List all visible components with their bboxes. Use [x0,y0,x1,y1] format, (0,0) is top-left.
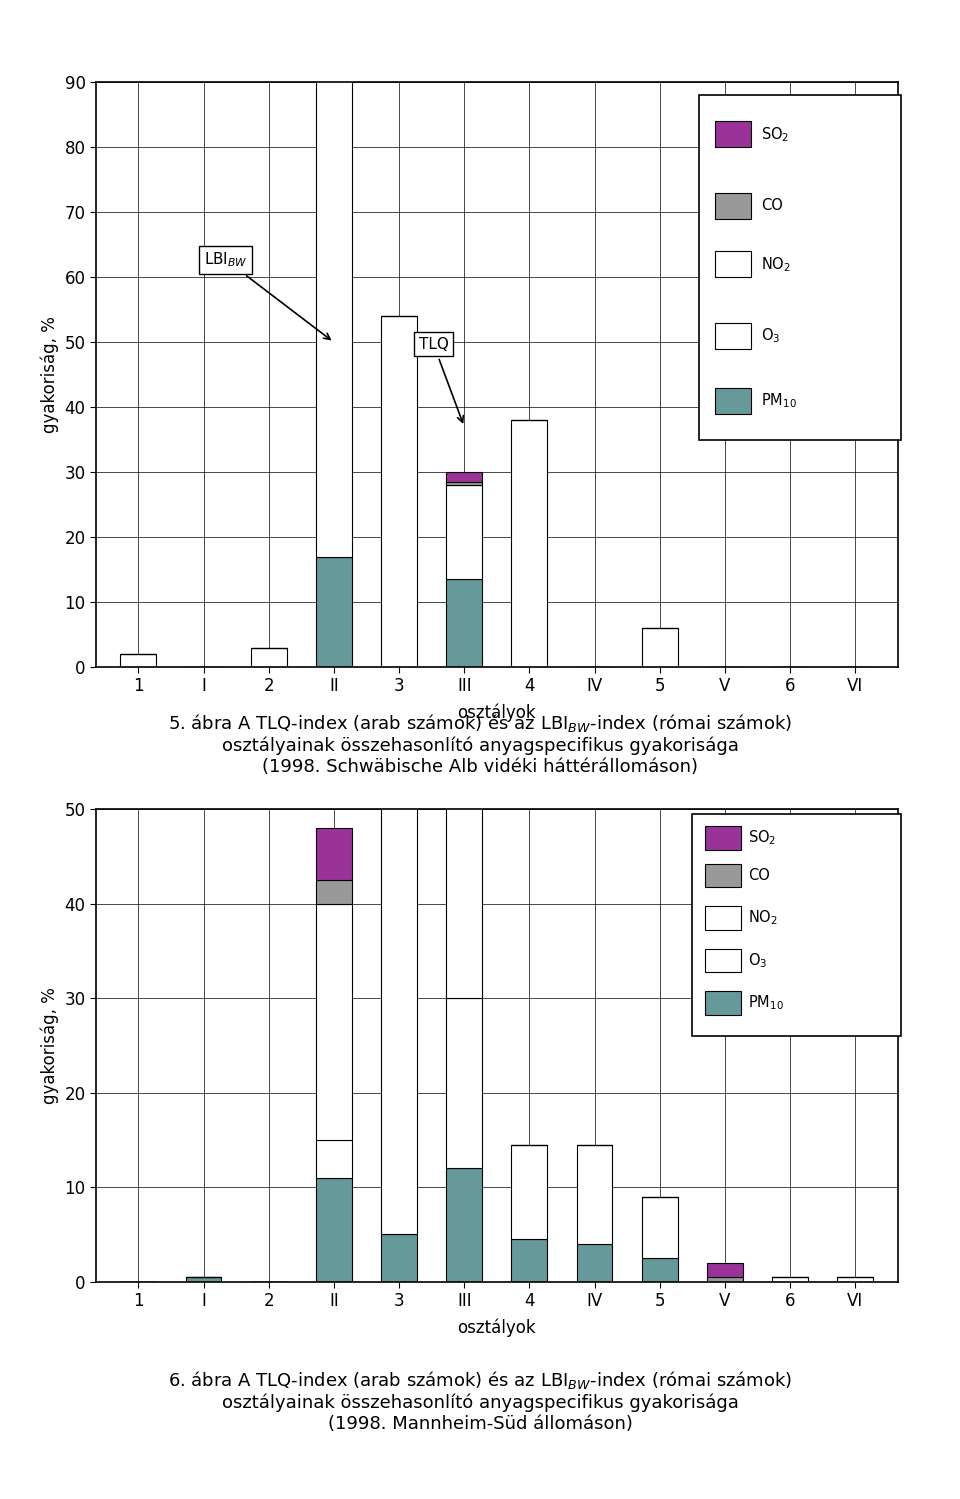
Bar [446,781,482,790]
Bar [446,472,482,483]
Bar [446,1168,482,1282]
Bar [316,829,351,880]
Bar [316,43,351,556]
Text: CO: CO [760,198,782,213]
Text: TLQ: TLQ [419,337,464,423]
Text: PM$_{10}$: PM$_{10}$ [760,391,797,411]
Bar [715,193,751,219]
Bar [185,1277,222,1282]
Bar [316,1178,351,1282]
Bar [642,628,678,667]
Bar [512,1240,547,1282]
Bar [316,1141,351,1178]
Bar [715,252,751,277]
Bar [577,1145,612,1244]
Text: NO$_2$: NO$_2$ [748,908,778,928]
Bar [642,1258,678,1282]
Bar [707,1262,743,1277]
Bar [706,949,741,973]
Bar [772,1277,808,1282]
Bar [512,1145,547,1240]
Text: SO$_2$: SO$_2$ [760,124,789,144]
Text: PM$_{10}$: PM$_{10}$ [748,994,783,1012]
Bar [715,388,751,414]
Bar [316,880,351,904]
X-axis label: osztályok: osztályok [458,1319,536,1337]
Text: LBI$_{BW}$: LBI$_{BW}$ [204,250,330,339]
Bar [706,991,741,1015]
Bar [512,420,547,667]
Y-axis label: gyakoriság, %: gyakoriság, % [40,316,59,433]
Bar [692,814,900,1036]
X-axis label: osztályok: osztályok [458,705,536,723]
Bar [316,904,351,1141]
Text: SO$_2$: SO$_2$ [748,829,776,847]
Bar [706,863,741,887]
Bar [642,1196,678,1258]
Bar [316,556,351,667]
Bar [251,648,287,667]
Bar [446,790,482,998]
Bar [446,739,482,781]
Text: 6. ábra A TLQ-index (arab számok) és az LBI$_{BW}$-index (római számok)
osztálya: 6. ábra A TLQ-index (arab számok) és az … [168,1369,792,1433]
Bar [715,322,751,349]
Bar [446,579,482,667]
Bar [706,907,741,929]
Bar [120,654,156,667]
Bar [316,18,351,34]
Y-axis label: gyakoriság, %: gyakoriság, % [40,988,59,1103]
Bar [381,772,417,1235]
Bar [316,34,351,43]
Text: NO$_2$: NO$_2$ [760,255,791,274]
Bar [837,1277,874,1282]
Text: O$_3$: O$_3$ [760,327,780,345]
Bar [381,1235,417,1282]
Bar [446,486,482,579]
Bar [707,1277,743,1282]
Text: O$_3$: O$_3$ [748,952,767,970]
Bar [381,316,417,667]
Bar [577,1244,612,1282]
Text: CO: CO [748,868,770,883]
Bar [706,826,741,850]
Bar [699,96,900,439]
Bar [446,483,482,486]
Text: 5. ábra A TLQ-index (arab számok) és az LBI$_{BW}$-index (római számok)
osztálya: 5. ábra A TLQ-index (arab számok) és az … [168,712,792,776]
Bar [715,121,751,147]
Bar [446,998,482,1168]
